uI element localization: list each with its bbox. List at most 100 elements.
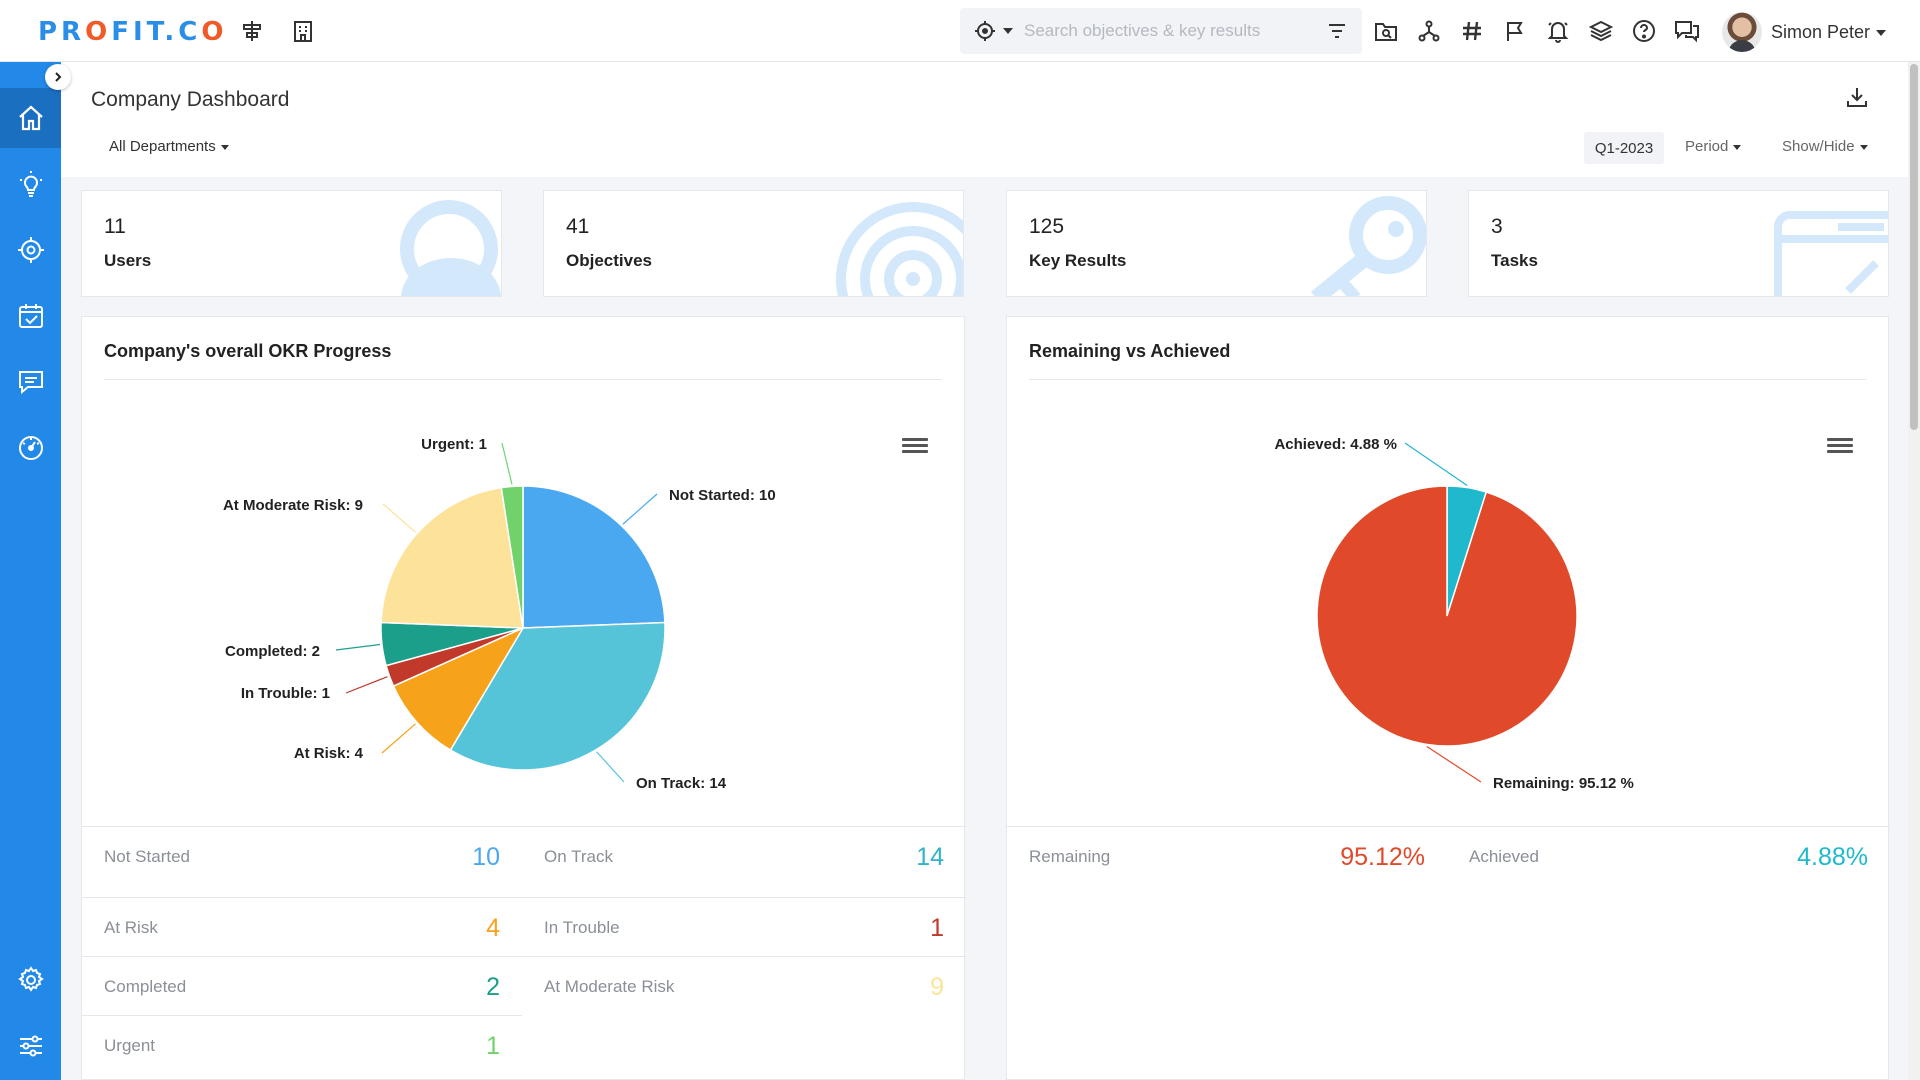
pie-slice-urgent[interactable] (500, 485, 524, 629)
sidebar-toggle-button[interactable] (45, 64, 71, 90)
chevron-down-icon (220, 144, 229, 150)
legend-value: 9 (930, 973, 944, 1001)
hashtag-icon[interactable] (1458, 17, 1486, 45)
chart-menu-button[interactable] (1827, 435, 1853, 457)
stat-card-key-results[interactable]: 125 Key Results (1006, 190, 1427, 297)
layers-icon[interactable] (1587, 17, 1615, 45)
target-icon (836, 202, 963, 296)
chat-icon[interactable] (1673, 17, 1701, 45)
legend-item: Urgent 1 (82, 1015, 522, 1073)
download-icon[interactable] (1846, 86, 1868, 113)
showhide-dropdown[interactable]: Show/Hide (1782, 138, 1868, 155)
calendar-check-icon (18, 304, 43, 328)
rva-pie-connectors (1404, 442, 1482, 783)
pie-label-on-track: On Track: 14 (636, 775, 727, 792)
department-dropdown[interactable]: All Departments (109, 138, 229, 155)
pie-label-remaining: Remaining: 95.12 % (1493, 775, 1634, 792)
align-icon[interactable] (238, 17, 266, 45)
sliders-icon (19, 1035, 42, 1057)
pie-slice-at-moderate-risk[interactable] (380, 486, 524, 629)
crosshair-icon[interactable] (974, 20, 996, 47)
legend-item: At Risk 4 (82, 897, 522, 955)
stat-card-users[interactable]: 11 Users (81, 190, 502, 297)
okr-pie-chart: Not Started: 10 On Track: 14 At Risk: 4 … (223, 436, 776, 792)
sidebar (0, 62, 61, 1080)
building-icon[interactable] (289, 17, 317, 45)
bell-icon[interactable] (1544, 17, 1572, 45)
legend-value: 4 (486, 914, 500, 942)
legend-item: Not Started 10 (82, 826, 522, 884)
legend-label: In Trouble (544, 918, 620, 937)
flag-icon[interactable] (1501, 17, 1529, 45)
stat-label: Users (104, 251, 152, 270)
okr-progress-panel: Company's overall OKR Progress Not Start… (81, 316, 966, 1080)
legend-item: Completed 2 (82, 956, 522, 1014)
sidebar-item-ideas[interactable] (0, 154, 61, 214)
legend-value: 1 (486, 1032, 500, 1060)
legend-value: 10 (472, 843, 500, 871)
chart-menu-button[interactable] (902, 435, 928, 457)
stat-label: Objectives (566, 251, 652, 270)
quarter-selector[interactable]: Q1-2023 (1584, 132, 1664, 164)
user-name: Simon Peter (1771, 22, 1871, 42)
pie-slice-at-risk[interactable] (392, 626, 525, 752)
pie-slice-not-started[interactable] (522, 485, 666, 629)
legend-label: Urgent (104, 1036, 156, 1055)
chevron-down-icon (1859, 144, 1868, 150)
legend-value: 95.12% (1340, 843, 1425, 871)
rva-pie-slices (1316, 485, 1578, 747)
stat-value: 125 (1029, 215, 1065, 238)
divider (1029, 379, 1866, 380)
period-label: Period (1685, 138, 1729, 155)
stat-card-objectives[interactable]: 41 Objectives (543, 190, 964, 297)
page-title: Company Dashboard (91, 88, 290, 111)
sidebar-item-preferences[interactable] (0, 1016, 61, 1076)
legend-item: Achieved 4.88% (1447, 826, 1890, 884)
chevron-down-icon[interactable] (1003, 28, 1013, 34)
user-icon (400, 200, 501, 296)
pie-label-at-risk: At Risk: 4 (294, 745, 364, 762)
search-bar (960, 8, 1362, 54)
pie-connector-remaining (1426, 745, 1482, 783)
department-label: All Departments (109, 138, 216, 155)
okr-pie-slices (380, 485, 666, 771)
scrollbar-thumb[interactable] (1910, 64, 1918, 430)
filter-icon[interactable] (1326, 20, 1348, 47)
legend-label: Completed (104, 977, 187, 996)
folder-search-icon[interactable] (1372, 17, 1400, 45)
target-icon (17, 237, 44, 263)
help-icon[interactable] (1630, 17, 1658, 45)
legend-value: 1 (930, 914, 944, 942)
legend-item: At Moderate Risk 9 (522, 956, 966, 1014)
pie-slice-on-track[interactable] (449, 621, 666, 771)
sidebar-item-feedback[interactable] (0, 352, 61, 412)
sidebar-item-tasks[interactable] (0, 286, 61, 346)
legend-label: Achieved (1469, 847, 1539, 866)
gear-icon (17, 966, 44, 992)
stat-card-tasks[interactable]: 3 Tasks (1468, 190, 1889, 297)
period-dropdown[interactable]: Period (1685, 138, 1742, 155)
legend-value: 2 (486, 973, 500, 1001)
user-menu[interactable]: Simon Peter (1771, 22, 1887, 43)
profitco-logo[interactable]: PROFIT.CO (38, 17, 228, 47)
panel-title: Remaining vs Achieved (1029, 341, 1231, 361)
sidebar-item-objectives[interactable] (0, 220, 61, 280)
stat-value: 3 (1491, 215, 1503, 238)
hierarchy-icon[interactable] (1415, 17, 1443, 45)
chevron-down-icon (1876, 30, 1887, 37)
sidebar-item-home[interactable] (0, 88, 61, 148)
sidebar-item-settings[interactable] (0, 950, 61, 1010)
stat-label: Tasks (1491, 251, 1538, 270)
pie-label-achieved: Achieved: 4.88 % (1274, 436, 1397, 453)
panel-title: Company's overall OKR Progress (104, 341, 392, 361)
avatar[interactable] (1722, 12, 1762, 52)
sidebar-item-dashboard[interactable] (0, 418, 61, 478)
divider (104, 379, 942, 380)
showhide-label: Show/Hide (1782, 138, 1855, 155)
lightbulb-icon (19, 171, 42, 197)
pie-label-not-started: Not Started: 10 (669, 487, 776, 504)
search-input[interactable] (1024, 16, 1314, 46)
pie-slice-remaining[interactable] (1316, 485, 1578, 747)
stat-value: 11 (104, 215, 126, 238)
pie-label-in-trouble: In Trouble: 1 (241, 685, 330, 702)
